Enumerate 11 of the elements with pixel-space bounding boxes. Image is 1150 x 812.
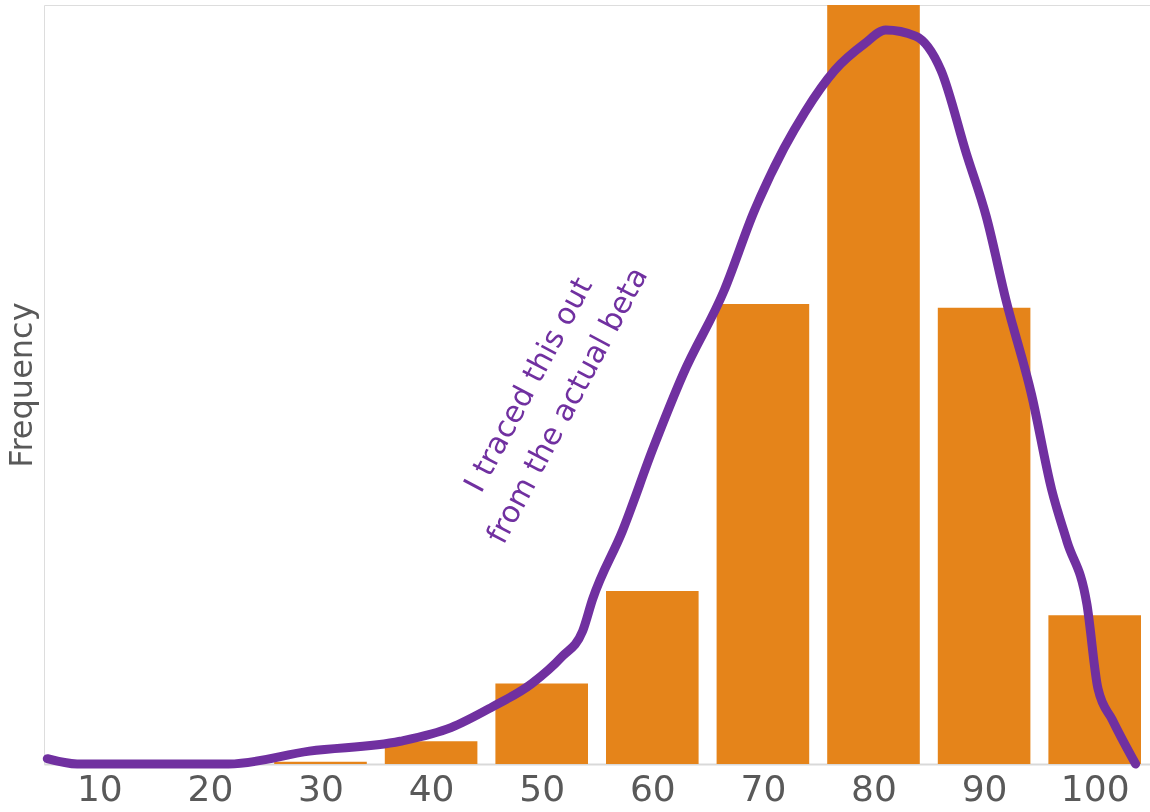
x-tick-label: 40 (408, 767, 455, 809)
x-tick-label: 20 (187, 767, 234, 809)
x-tick-label: 100 (1060, 767, 1130, 809)
y-axis-title: Frequency (1, 302, 40, 468)
x-tick-label: 80 (851, 767, 897, 809)
x-tick-label: 90 (961, 767, 1008, 809)
x-tick-label: 30 (298, 767, 344, 809)
x-tick-label: 70 (740, 767, 787, 809)
x-tick-label: 10 (76, 767, 123, 809)
x-tick-label: 50 (519, 767, 566, 809)
x-tick-label: 60 (629, 767, 676, 809)
